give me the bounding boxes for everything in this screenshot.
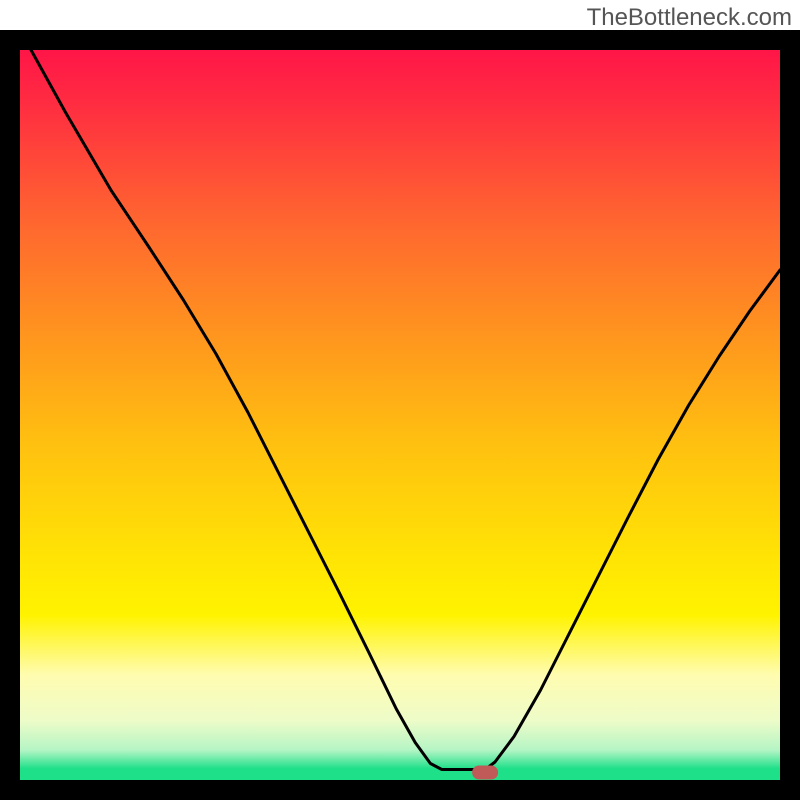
optimal-marker xyxy=(472,766,498,780)
bottleneck-chart xyxy=(0,30,800,800)
chart-background xyxy=(20,30,780,780)
chart-svg xyxy=(0,30,800,800)
attribution-text: TheBottleneck.com xyxy=(587,4,792,32)
